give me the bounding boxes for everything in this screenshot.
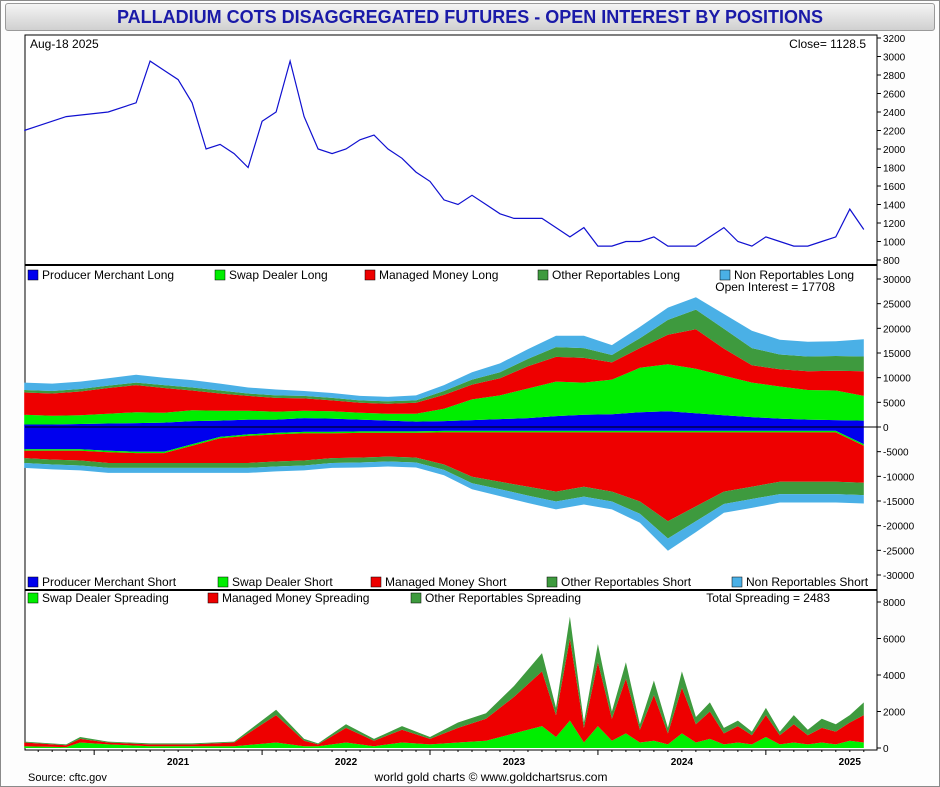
legend-spreading-label: Other Reportables Spreading bbox=[425, 591, 581, 605]
area-producer-merchant-long bbox=[24, 411, 864, 427]
legend-spreading-label: Swap Dealer Spreading bbox=[42, 591, 169, 605]
y-tick-label: 1800 bbox=[883, 164, 906, 175]
legend-long-label: Producer Merchant Long bbox=[42, 268, 174, 282]
y-tick-label: 30000 bbox=[883, 275, 911, 286]
legend-long-swatch bbox=[537, 269, 549, 281]
area-other-reportables-spreading bbox=[24, 616, 864, 746]
area-producer-merchant-short bbox=[24, 427, 864, 452]
y-tick-label: 1400 bbox=[883, 201, 906, 212]
y-tick-label: 20000 bbox=[883, 324, 911, 335]
open-interest-label: Open Interest = 17708 bbox=[715, 280, 835, 294]
y-tick-label: 4000 bbox=[883, 671, 906, 682]
y-tick-label: -15000 bbox=[883, 497, 915, 508]
y-tick-label: 15000 bbox=[883, 349, 911, 360]
area-managed-money-long bbox=[24, 329, 864, 416]
y-tick-label: 2000 bbox=[883, 708, 906, 719]
y-tick-label: 0 bbox=[883, 744, 889, 755]
x-tick-label: 2023 bbox=[503, 757, 526, 768]
legend-short-label: Managed Money Short bbox=[385, 575, 507, 589]
legend-long-label: Non Reportables Long bbox=[734, 268, 854, 282]
y-tick-label: 2200 bbox=[883, 127, 906, 138]
y-tick-label: 1000 bbox=[883, 238, 906, 249]
legend-short-label: Swap Dealer Short bbox=[232, 575, 333, 589]
chart-title: PALLADIUM COTS DISAGGREGATED FUTURES - O… bbox=[5, 3, 935, 31]
area-swap-dealer-spreading bbox=[24, 720, 864, 748]
legend-short-label: Producer Merchant Short bbox=[42, 575, 177, 589]
y-tick-label: 6000 bbox=[883, 635, 906, 646]
legend-short-swatch bbox=[217, 576, 229, 588]
legend-long-swatch bbox=[27, 269, 39, 281]
area-other-reportables-long bbox=[24, 309, 864, 404]
y-tick-label: 8000 bbox=[883, 598, 906, 609]
x-tick-label: 2022 bbox=[335, 757, 358, 768]
y-tick-label: 3000 bbox=[883, 53, 906, 64]
area-non-reportables-short bbox=[24, 461, 864, 551]
y-tick-label: 25000 bbox=[883, 300, 911, 311]
y-tick-label: -20000 bbox=[883, 522, 915, 533]
area-managed-money-spreading bbox=[24, 638, 864, 748]
legend-short-swatch bbox=[370, 576, 382, 588]
y-tick-label: 1600 bbox=[883, 182, 906, 193]
legend-long-swatch bbox=[364, 269, 376, 281]
y-tick-label: 1200 bbox=[883, 219, 906, 230]
date-label: Aug-18 2025 bbox=[30, 37, 99, 51]
legend-long-label: Other Reportables Long bbox=[552, 268, 680, 282]
y-tick-label: 0 bbox=[883, 423, 889, 434]
credit-label: world gold charts © www.goldchartsrus.co… bbox=[374, 770, 608, 784]
legend-spreading-swatch bbox=[207, 592, 219, 604]
y-tick-label: 800 bbox=[883, 256, 900, 267]
y-tick-label: 2800 bbox=[883, 71, 906, 82]
area-other-reportables-short bbox=[24, 456, 864, 539]
x-tick-label: 2025 bbox=[839, 757, 862, 768]
close-label: Close= 1128.5 bbox=[789, 37, 866, 51]
legend-short-label: Other Reportables Short bbox=[561, 575, 692, 589]
legend-long-swatch bbox=[719, 269, 731, 281]
y-tick-label: 2600 bbox=[883, 90, 906, 101]
x-tick-label: 2021 bbox=[167, 757, 190, 768]
source-label: Source: cftc.gov bbox=[28, 772, 107, 784]
legend-spreading-swatch bbox=[27, 592, 39, 604]
area-managed-money-short bbox=[24, 432, 864, 522]
total-spreading-label: Total Spreading = 2483 bbox=[706, 591, 830, 605]
y-tick-label: 2400 bbox=[883, 108, 906, 119]
area-non-reportables-long bbox=[24, 297, 864, 402]
legend-long-label: Managed Money Long bbox=[379, 268, 498, 282]
legend-short-swatch bbox=[731, 576, 743, 588]
legend-short-swatch bbox=[27, 576, 39, 588]
legend-long-swatch bbox=[214, 269, 226, 281]
y-tick-label: 10000 bbox=[883, 374, 911, 385]
x-tick-label: 2024 bbox=[671, 757, 694, 768]
y-tick-label: -10000 bbox=[883, 472, 915, 483]
y-tick-label: -30000 bbox=[883, 571, 915, 582]
legend-spreading-label: Managed Money Spreading bbox=[222, 591, 369, 605]
area-swap-dealer-short bbox=[24, 430, 864, 454]
price-line bbox=[24, 58, 865, 247]
area-swap-dealer-long bbox=[24, 364, 864, 425]
y-tick-label: 2000 bbox=[883, 145, 906, 156]
y-tick-label: -25000 bbox=[883, 546, 915, 557]
legend-long-label: Swap Dealer Long bbox=[229, 268, 328, 282]
legend-short-label: Non Reportables Short bbox=[746, 575, 869, 589]
legend-spreading-swatch bbox=[410, 592, 422, 604]
y-tick-label: 5000 bbox=[883, 398, 906, 409]
y-tick-label: -5000 bbox=[883, 448, 909, 459]
legend-short-swatch bbox=[546, 576, 558, 588]
y-tick-label: 3200 bbox=[883, 34, 906, 45]
